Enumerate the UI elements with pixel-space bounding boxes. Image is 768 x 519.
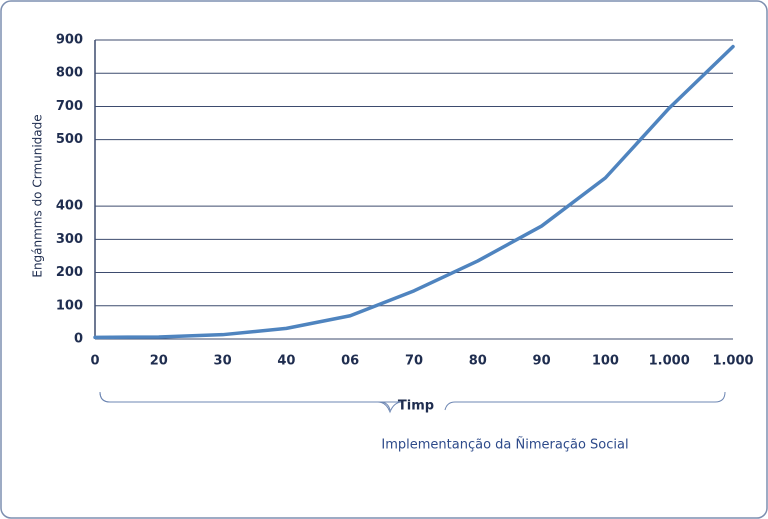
x-tick-label: 1.000 xyxy=(712,354,753,369)
x-tick-label: 40 xyxy=(277,354,295,369)
x-axis-label: Timp xyxy=(398,399,434,414)
y-tick-label: 900 xyxy=(56,33,83,48)
y-tick-label: 300 xyxy=(56,232,83,247)
y-tick-label: 400 xyxy=(56,199,83,214)
x-tick-label: 20 xyxy=(150,354,168,369)
y-tick-label: 100 xyxy=(56,298,83,313)
y-tick-label: 800 xyxy=(56,66,83,81)
x-tick-label: 70 xyxy=(405,354,423,369)
brace-left-arm xyxy=(99,391,391,411)
x-tick-label: 100 xyxy=(592,354,619,369)
brace-right-arm xyxy=(444,391,726,411)
caption: Implementanção da Ñimeração Social xyxy=(381,437,628,453)
line-series xyxy=(93,44,735,340)
y-tick-label: 200 xyxy=(56,265,83,280)
y-axis-label: Engánmms do Crmunidade xyxy=(31,114,45,277)
x-tick-label: 90 xyxy=(533,354,551,369)
x-tick-label: 0 xyxy=(90,354,99,369)
x-tick-label: 06 xyxy=(341,354,359,369)
x-tick-label: 1.000 xyxy=(649,354,690,369)
y-tick-label: 0 xyxy=(74,332,83,347)
y-tick-label: 500 xyxy=(56,132,83,147)
x-tick-label: 80 xyxy=(469,354,487,369)
x-tick-label: 30 xyxy=(214,354,232,369)
y-tick-label: 700 xyxy=(56,99,83,114)
